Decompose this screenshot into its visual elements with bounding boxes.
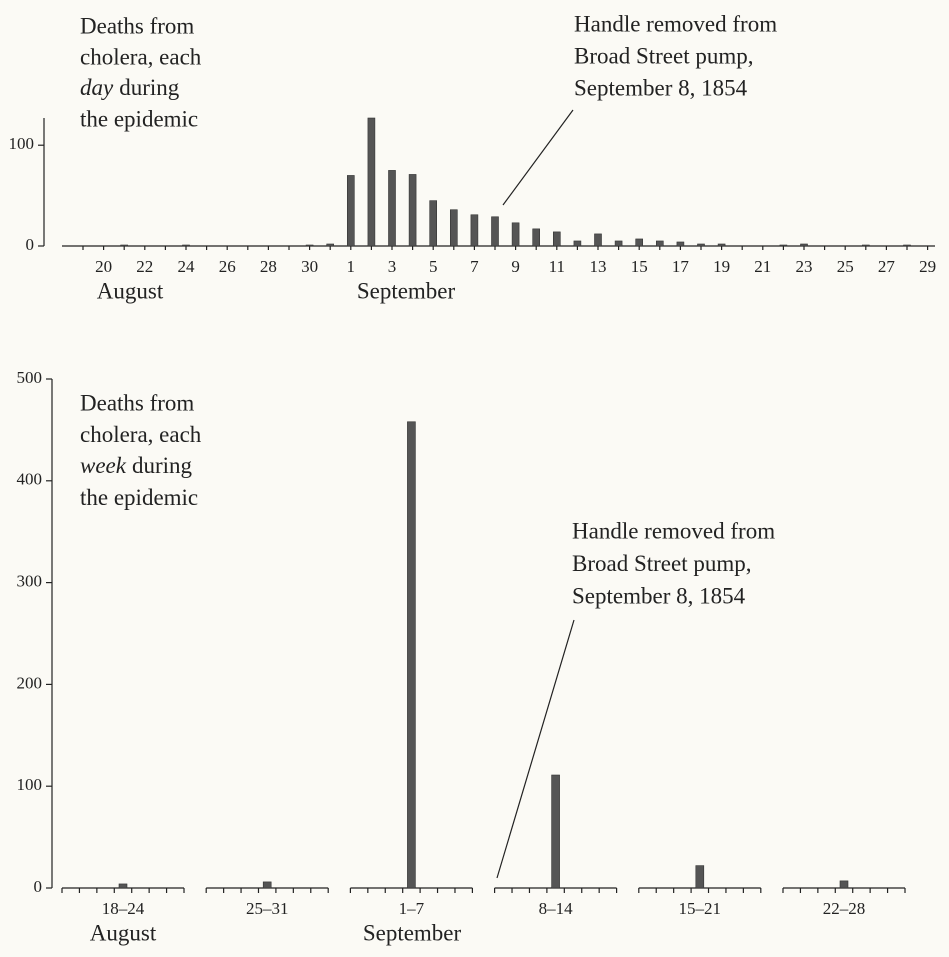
bar bbox=[305, 244, 314, 247]
x-tick-label: 3 bbox=[388, 257, 397, 276]
x-tick-label: 21 bbox=[754, 257, 771, 276]
x-tick-label: 13 bbox=[590, 257, 607, 276]
bar bbox=[262, 881, 272, 889]
bar bbox=[635, 238, 644, 247]
bar bbox=[614, 240, 623, 247]
bar bbox=[861, 244, 870, 247]
bar bbox=[346, 175, 355, 247]
bar bbox=[717, 243, 726, 247]
bar bbox=[449, 209, 458, 247]
bar bbox=[388, 170, 396, 247]
chart-title: week during bbox=[80, 453, 193, 478]
x-tick-label: 23 bbox=[796, 257, 813, 276]
x-tick-label: 17 bbox=[672, 257, 690, 276]
x-tick-label: 27 bbox=[878, 257, 896, 276]
x-tick-label: 30 bbox=[301, 257, 318, 276]
chart-title: the epidemic bbox=[80, 485, 198, 510]
bar bbox=[407, 421, 416, 889]
x-tick-label: 22 bbox=[136, 257, 153, 276]
bar bbox=[408, 174, 417, 247]
bar bbox=[551, 774, 560, 889]
bar bbox=[470, 214, 479, 247]
bar bbox=[118, 883, 128, 889]
bar bbox=[839, 880, 849, 889]
chart-title: day during bbox=[80, 75, 180, 100]
bar bbox=[903, 244, 911, 247]
bar bbox=[800, 243, 808, 247]
x-tick-label: 25–31 bbox=[246, 899, 289, 918]
x-tick-label: 7 bbox=[470, 257, 479, 276]
annotation: September 8, 1854 bbox=[572, 583, 746, 608]
bar bbox=[532, 228, 541, 247]
title-text: during bbox=[119, 75, 180, 100]
bar bbox=[491, 216, 499, 247]
bar bbox=[594, 233, 602, 247]
bar bbox=[120, 244, 128, 247]
bar bbox=[676, 241, 685, 247]
x-tick-label: 11 bbox=[549, 257, 565, 276]
y-tick-label: 500 bbox=[17, 368, 43, 387]
x-tick-label: 26 bbox=[219, 257, 236, 276]
chart-title: Deaths from bbox=[80, 13, 194, 38]
x-tick-label: 19 bbox=[713, 257, 730, 276]
bar bbox=[779, 244, 788, 247]
x-group-label: August bbox=[97, 278, 164, 303]
bar bbox=[552, 231, 561, 247]
x-tick-label: 25 bbox=[837, 257, 854, 276]
x-tick-label: 5 bbox=[429, 257, 438, 276]
bar bbox=[697, 243, 705, 247]
bar bbox=[695, 865, 705, 889]
x-tick-label: 1 bbox=[347, 257, 356, 276]
x-group-label: August bbox=[90, 920, 157, 945]
y-tick-label: 400 bbox=[17, 470, 43, 489]
x-group-label: September bbox=[357, 278, 456, 303]
x-group-label: September bbox=[363, 920, 462, 945]
annotation: September 8, 1854 bbox=[574, 75, 748, 100]
title-italic: day bbox=[80, 75, 114, 100]
x-tick-label: 1–7 bbox=[399, 899, 425, 918]
chart-title: the epidemic bbox=[80, 106, 198, 131]
chart-title: Deaths from bbox=[80, 390, 194, 415]
x-tick-label: 9 bbox=[511, 257, 520, 276]
chart-title: cholera, each bbox=[80, 44, 202, 69]
bar bbox=[326, 243, 335, 247]
bar bbox=[429, 200, 438, 247]
x-tick-label: 24 bbox=[178, 257, 196, 276]
chart-title: cholera, each bbox=[80, 422, 202, 447]
bar bbox=[182, 244, 190, 247]
y-tick-label: 100 bbox=[17, 775, 43, 794]
annotation: Broad Street pump, bbox=[574, 43, 754, 68]
annotation: Handle removed from bbox=[572, 518, 775, 543]
x-tick-label: 29 bbox=[919, 257, 936, 276]
y-tick-label: 300 bbox=[17, 572, 43, 591]
bar bbox=[367, 117, 376, 247]
annotation: Handle removed from bbox=[574, 11, 777, 36]
y-tick-label: 200 bbox=[17, 673, 43, 692]
x-tick-label: 8–14 bbox=[539, 899, 574, 918]
bar bbox=[511, 222, 520, 247]
annotation: Broad Street pump, bbox=[572, 551, 752, 576]
x-tick-label: 18–24 bbox=[102, 899, 145, 918]
annotation-leader bbox=[502, 109, 574, 206]
title-italic: week bbox=[80, 453, 127, 478]
x-tick-label: 20 bbox=[95, 257, 112, 276]
y-tick-label: 100 bbox=[9, 134, 35, 153]
x-tick-label: 22–28 bbox=[823, 899, 866, 918]
y-tick-label: 0 bbox=[26, 235, 35, 254]
x-tick-label: 28 bbox=[260, 257, 277, 276]
bar bbox=[655, 240, 664, 247]
title-text: during bbox=[132, 453, 193, 478]
bar bbox=[573, 240, 582, 247]
y-tick-label: 0 bbox=[34, 877, 43, 896]
x-tick-label: 15–21 bbox=[679, 899, 722, 918]
x-tick-label: 15 bbox=[631, 257, 648, 276]
annotation-leader bbox=[496, 619, 575, 879]
